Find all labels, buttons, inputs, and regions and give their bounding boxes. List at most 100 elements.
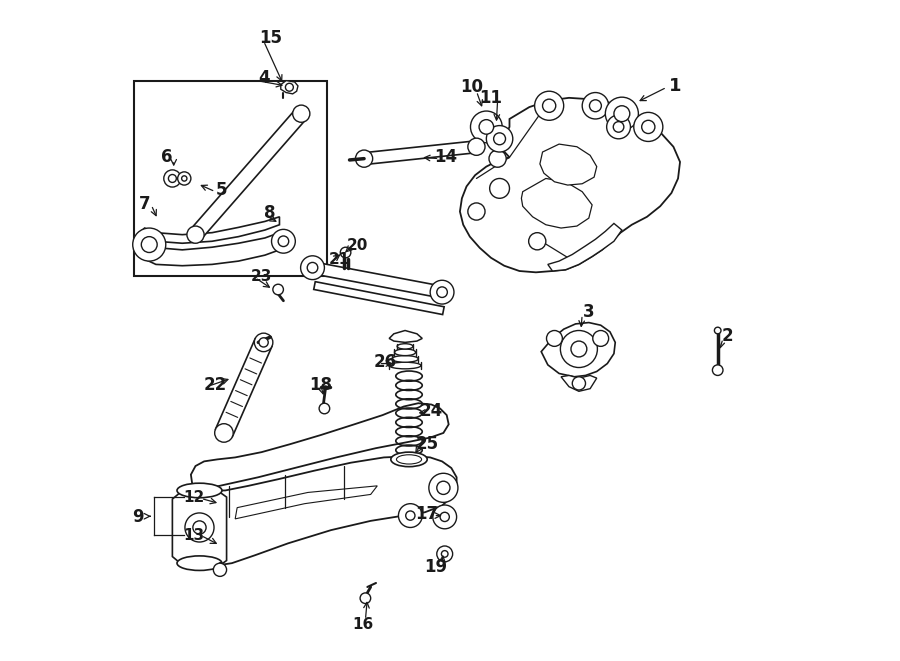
Circle shape (430, 280, 454, 304)
Circle shape (177, 172, 191, 185)
Polygon shape (314, 282, 444, 315)
Circle shape (590, 100, 601, 112)
Circle shape (468, 203, 485, 220)
Circle shape (428, 473, 458, 502)
Polygon shape (521, 178, 592, 228)
Circle shape (713, 365, 723, 375)
Text: 17: 17 (415, 505, 438, 524)
Text: 12: 12 (184, 490, 205, 504)
Polygon shape (540, 144, 597, 185)
Ellipse shape (391, 452, 428, 467)
Polygon shape (541, 323, 616, 377)
Text: 16: 16 (352, 617, 374, 632)
Ellipse shape (397, 455, 421, 464)
Text: 22: 22 (203, 375, 227, 394)
Circle shape (441, 551, 448, 557)
Text: 3: 3 (583, 303, 595, 321)
Ellipse shape (392, 356, 418, 362)
Text: 8: 8 (265, 204, 276, 222)
Circle shape (489, 150, 506, 167)
Circle shape (436, 481, 450, 494)
Polygon shape (389, 330, 422, 342)
Circle shape (634, 112, 662, 141)
Circle shape (468, 138, 485, 155)
Circle shape (607, 115, 631, 139)
Circle shape (528, 233, 545, 250)
Circle shape (273, 284, 284, 295)
Text: 9: 9 (132, 508, 144, 526)
Circle shape (356, 150, 373, 167)
Polygon shape (548, 223, 622, 271)
Circle shape (399, 504, 422, 527)
Polygon shape (173, 489, 227, 568)
Text: 10: 10 (460, 78, 483, 97)
Ellipse shape (397, 344, 413, 349)
Circle shape (546, 330, 562, 346)
Circle shape (132, 228, 166, 261)
Circle shape (572, 377, 586, 390)
Text: 7: 7 (139, 194, 150, 213)
Polygon shape (235, 486, 377, 519)
Text: 13: 13 (184, 528, 205, 543)
Circle shape (307, 262, 318, 273)
Circle shape (301, 256, 324, 280)
Text: 5: 5 (216, 181, 228, 200)
Circle shape (535, 91, 563, 120)
Polygon shape (364, 141, 477, 165)
Ellipse shape (394, 349, 416, 356)
Circle shape (613, 122, 624, 132)
Circle shape (141, 237, 158, 253)
Circle shape (606, 97, 638, 130)
Circle shape (493, 133, 506, 145)
Circle shape (593, 330, 608, 346)
Circle shape (193, 521, 206, 534)
Circle shape (490, 178, 509, 198)
Circle shape (436, 546, 453, 562)
Text: 2: 2 (722, 327, 734, 345)
Ellipse shape (389, 362, 421, 369)
Circle shape (479, 120, 493, 134)
Polygon shape (460, 98, 680, 272)
Circle shape (164, 170, 181, 187)
Text: 19: 19 (424, 558, 447, 576)
Circle shape (255, 333, 273, 352)
Polygon shape (561, 375, 597, 391)
Text: 1: 1 (669, 77, 681, 95)
Polygon shape (140, 233, 284, 266)
Circle shape (436, 287, 447, 297)
Polygon shape (311, 262, 443, 298)
Circle shape (215, 424, 233, 442)
Polygon shape (191, 403, 449, 490)
Text: 20: 20 (346, 239, 368, 253)
Ellipse shape (177, 483, 222, 498)
Circle shape (278, 236, 289, 247)
Text: 21: 21 (328, 252, 349, 266)
Text: 4: 4 (257, 69, 269, 87)
Circle shape (168, 175, 176, 182)
Circle shape (433, 505, 456, 529)
Circle shape (486, 126, 513, 152)
Circle shape (259, 338, 268, 347)
Text: 14: 14 (435, 148, 457, 167)
Text: 26: 26 (374, 353, 397, 371)
Circle shape (582, 93, 608, 119)
Ellipse shape (177, 556, 222, 570)
Circle shape (471, 111, 502, 143)
Circle shape (715, 327, 721, 334)
Circle shape (440, 512, 449, 522)
Circle shape (571, 341, 587, 357)
Circle shape (182, 176, 187, 181)
Text: 11: 11 (480, 89, 502, 107)
Circle shape (285, 83, 293, 91)
Circle shape (340, 247, 351, 258)
Circle shape (320, 403, 329, 414)
Circle shape (561, 330, 598, 368)
Bar (134, 81, 327, 276)
Circle shape (642, 120, 655, 134)
Circle shape (543, 99, 556, 112)
Circle shape (614, 106, 630, 122)
Polygon shape (190, 109, 307, 239)
Circle shape (360, 593, 371, 603)
Polygon shape (140, 217, 280, 243)
Text: 24: 24 (420, 402, 443, 420)
